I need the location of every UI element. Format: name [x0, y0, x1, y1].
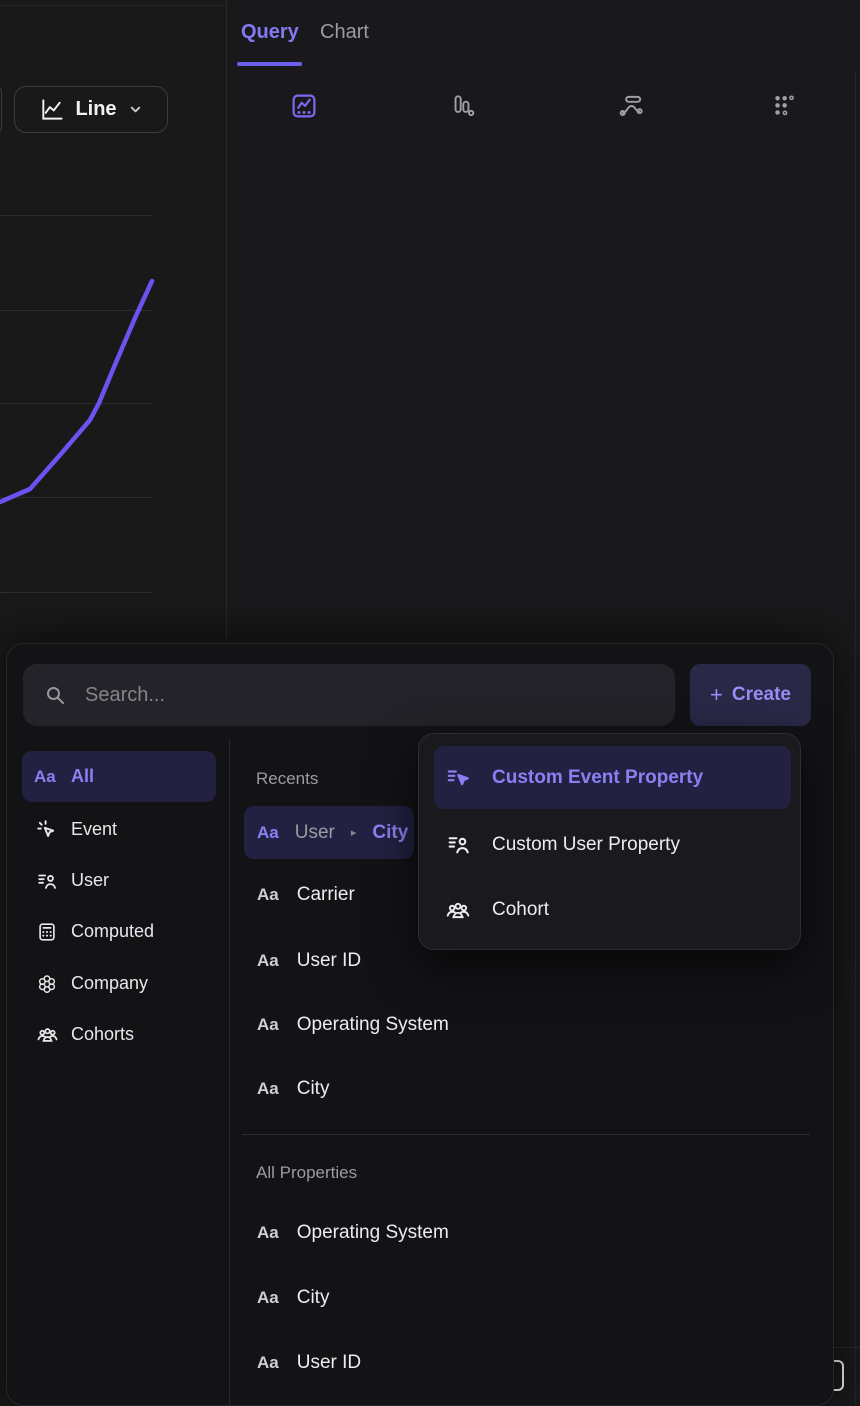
plus-icon: +: [709, 682, 723, 707]
company-cluster-icon: [34, 973, 60, 995]
tab-chart[interactable]: Chart: [320, 21, 369, 43]
property-label: Operating System: [296, 1222, 449, 1243]
property-label: Carrier: [296, 884, 355, 905]
calculator-icon: [34, 921, 60, 943]
line-chart-icon: [39, 97, 64, 122]
menu-item-custom-user-property[interactable]: Custom User Property: [434, 813, 791, 876]
aa-type-icon: Aa: [34, 766, 56, 786]
chart-gridline: [0, 497, 152, 498]
picker-search-input[interactable]: [23, 664, 675, 726]
chart-type-label: Line: [75, 98, 117, 120]
property-path-parent: User: [294, 821, 335, 843]
create-button-label: Create: [731, 684, 791, 705]
create-button[interactable]: + Create: [690, 664, 811, 726]
property-path-child: City: [372, 821, 409, 843]
property-label: User ID: [296, 950, 362, 971]
all-property-row[interactable]: Aa Operating System: [244, 1211, 449, 1255]
clipped-toolbar-button: [0, 86, 2, 133]
line-chart-series: [0, 278, 155, 505]
right-edge-divider: [855, 70, 856, 1406]
active-tab-underline: [237, 62, 302, 66]
user-property-icon: [34, 870, 60, 892]
category-all[interactable]: Aa All: [22, 751, 216, 802]
category-label: User: [71, 870, 110, 890]
aa-type-icon: Aa: [257, 1353, 279, 1372]
chart-gridline: [0, 403, 152, 404]
aa-type-icon: Aa: [257, 1288, 279, 1307]
category-computed[interactable]: Computed: [22, 906, 216, 957]
category-label: All: [71, 766, 95, 786]
chart-gridline: [0, 215, 152, 216]
recent-property-row[interactable]: Aa Operating System: [244, 1003, 449, 1047]
insights-tab-icon[interactable]: [289, 91, 319, 121]
menu-item-label: Cohort: [492, 898, 550, 920]
category-label: Cohorts: [71, 1024, 135, 1044]
view-tab-separator: [702, 70, 703, 141]
property-label: City: [296, 1287, 330, 1308]
property-label: City: [296, 1078, 330, 1099]
category-label: Computed: [71, 921, 155, 941]
panel-top-border: [0, 5, 226, 6]
event-spark-icon: [34, 818, 60, 842]
chevron-down-icon: [128, 102, 143, 117]
retention-tab-icon[interactable]: [769, 91, 799, 121]
tab-query[interactable]: Query: [241, 21, 299, 43]
cohort-people-icon: [444, 897, 472, 923]
cohorts-people-icon: [34, 1023, 60, 1046]
menu-item-label: Custom Event Property: [492, 766, 704, 788]
category-label: Company: [71, 973, 149, 993]
funnels-tab-icon[interactable]: [447, 91, 477, 121]
menu-item-cohort[interactable]: Cohort: [434, 878, 791, 941]
path-arrow-icon: ▸: [350, 827, 357, 839]
all-property-row[interactable]: Aa City: [244, 1276, 329, 1320]
recent-property-row[interactable]: Aa User ID: [244, 939, 361, 983]
all-properties-title: All Properties: [256, 1163, 358, 1182]
background-divider: [834, 1347, 860, 1348]
recent-property-row[interactable]: Aa Carrier: [244, 873, 355, 917]
view-tab-separator: [540, 70, 541, 141]
aa-type-icon: Aa: [257, 822, 279, 842]
chart-gridline: [0, 592, 152, 593]
custom-user-property-icon: [444, 832, 472, 857]
recents-title: Recents: [256, 769, 319, 788]
property-label: Operating System: [296, 1014, 449, 1035]
create-submenu: Custom Event Property Custom User Proper…: [418, 733, 801, 950]
chart-gridline: [0, 310, 152, 311]
aa-type-icon: Aa: [257, 1015, 279, 1034]
category-label: Event: [71, 819, 118, 839]
category-event[interactable]: Event: [22, 804, 216, 855]
aa-type-icon: Aa: [257, 885, 279, 904]
menu-item-custom-event-property[interactable]: Custom Event Property: [434, 746, 791, 809]
category-user[interactable]: User: [22, 855, 216, 906]
chart-type-dropdown[interactable]: Line: [14, 86, 168, 133]
recent-property-user-city[interactable]: Aa User ▸ City: [244, 806, 414, 859]
custom-event-property-icon: [444, 765, 472, 791]
category-cohorts[interactable]: Cohorts: [22, 1009, 216, 1060]
category-company[interactable]: Company: [22, 958, 216, 1009]
all-property-row[interactable]: Aa User ID: [244, 1341, 361, 1385]
aa-type-icon: Aa: [257, 1079, 279, 1098]
menu-item-label: Custom User Property: [492, 833, 680, 855]
picker-search-bar: [23, 664, 675, 726]
recent-property-row[interactable]: Aa City: [244, 1067, 329, 1111]
property-label: User ID: [296, 1352, 362, 1373]
aa-type-icon: Aa: [257, 1223, 279, 1242]
picker-section-divider: [242, 1134, 810, 1135]
flows-tab-icon[interactable]: [616, 91, 646, 121]
aa-type-icon: Aa: [257, 951, 279, 970]
picker-column-divider: [229, 739, 230, 1405]
